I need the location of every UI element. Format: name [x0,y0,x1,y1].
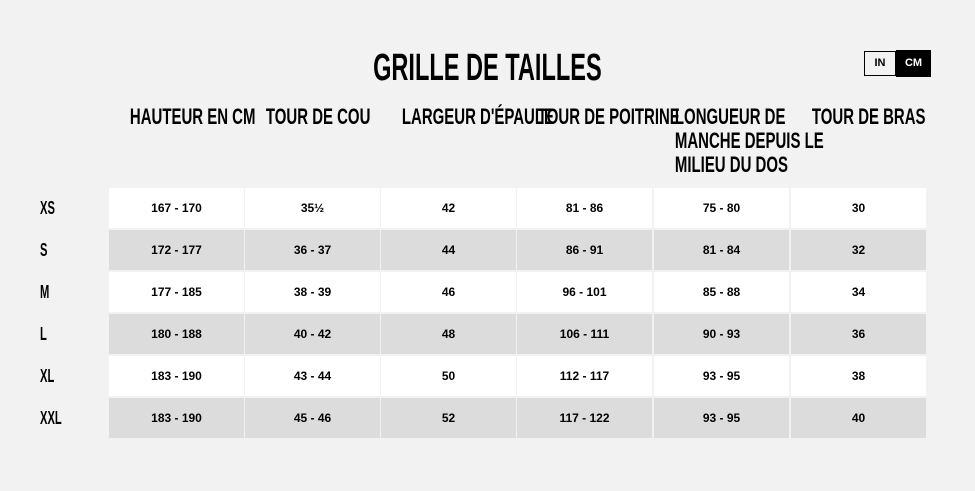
unit-option-cm[interactable]: CM [896,50,931,77]
table-cell: 42 [381,188,516,228]
column-header: LONGUEUR DE MANCHE DEPUIS LE MILIEU DU DOS [653,104,824,177]
table-cell: 106 - 111 [517,314,652,354]
table-cell: 93 - 95 [654,398,789,438]
size-label-text: XS [40,198,55,218]
column-header: TOUR DE COU [244,105,381,129]
table-cell: 44 [381,230,516,270]
table-cell: 48 [381,314,516,354]
size-label-text: S [40,240,48,260]
table-cell: 46 [381,272,516,312]
column-header-line: TOUR DE COU [265,104,371,129]
table-cell: 45 - 46 [245,398,380,438]
size-label-text: L [40,324,47,344]
size-label: XL [40,356,80,396]
table-cell: 172 - 177 [109,230,244,270]
column-header: TOUR DE BRAS [790,105,927,129]
table-cell: 38 [791,356,926,396]
table-cell: 117 - 122 [517,398,652,438]
table-cell: 177 - 185 [109,272,244,312]
table-cell: 85 - 88 [654,272,789,312]
table-cell: 183 - 190 [109,398,244,438]
size-label: M [40,272,80,312]
unit-toggle[interactable]: IN CM [864,50,931,78]
column-header-line: LARGEUR D'ÉPAULE [401,104,554,129]
size-label-text: XXL [40,408,62,428]
table-cell: 75 - 80 [654,188,789,228]
table-cell: 30 [791,188,926,228]
table-cell: 86 - 91 [517,230,652,270]
table-cell: 32 [791,230,926,270]
table-cell: 40 [791,398,926,438]
column-header-line: LONGUEUR DE [674,104,786,129]
column-header-line: MILIEU DU DOS [674,152,788,177]
column-header-line: HAUTEUR EN CM [129,104,256,129]
table-cell: 35½ [245,188,380,228]
table-cell: 38 - 39 [245,272,380,312]
table-cell: 93 - 95 [654,356,789,396]
table-cell: 183 - 190 [109,356,244,396]
size-label: XXL [40,398,80,438]
table-cell: 36 [791,314,926,354]
table-cell: 34 [791,272,926,312]
size-label: L [40,314,80,354]
column-header-line: TOUR DE POITRINE [537,104,680,129]
table-cell: 36 - 37 [245,230,380,270]
size-label-text: M [40,282,50,302]
page-title: GRILLE DE TAILLES [373,47,602,89]
table-cell: 43 - 44 [245,356,380,396]
column-header: HAUTEUR EN CM [108,104,256,129]
table-cell: 180 - 188 [109,314,244,354]
column-header-line: MANCHE DEPUIS LE [674,128,824,153]
table-cell: 90 - 93 [654,314,789,354]
column-header-line: TOUR DE BRAS [811,104,926,129]
size-label-text: XL [40,366,55,386]
unit-option-in[interactable]: IN [864,51,896,76]
size-label: S [40,230,80,270]
table-cell: 52 [381,398,516,438]
table-cell: 50 [381,356,516,396]
size-label: XS [40,188,80,228]
table-cell: 81 - 86 [517,188,652,228]
column-header: TOUR DE POITRINE [516,104,680,129]
table-cell: 81 - 84 [654,230,789,270]
table-cell: 96 - 101 [517,272,652,312]
column-header: LARGEUR D'ÉPAULE [380,104,554,129]
table-cell: 112 - 117 [517,356,652,396]
table-cell: 40 - 42 [245,314,380,354]
table-cell: 167 - 170 [109,188,244,228]
